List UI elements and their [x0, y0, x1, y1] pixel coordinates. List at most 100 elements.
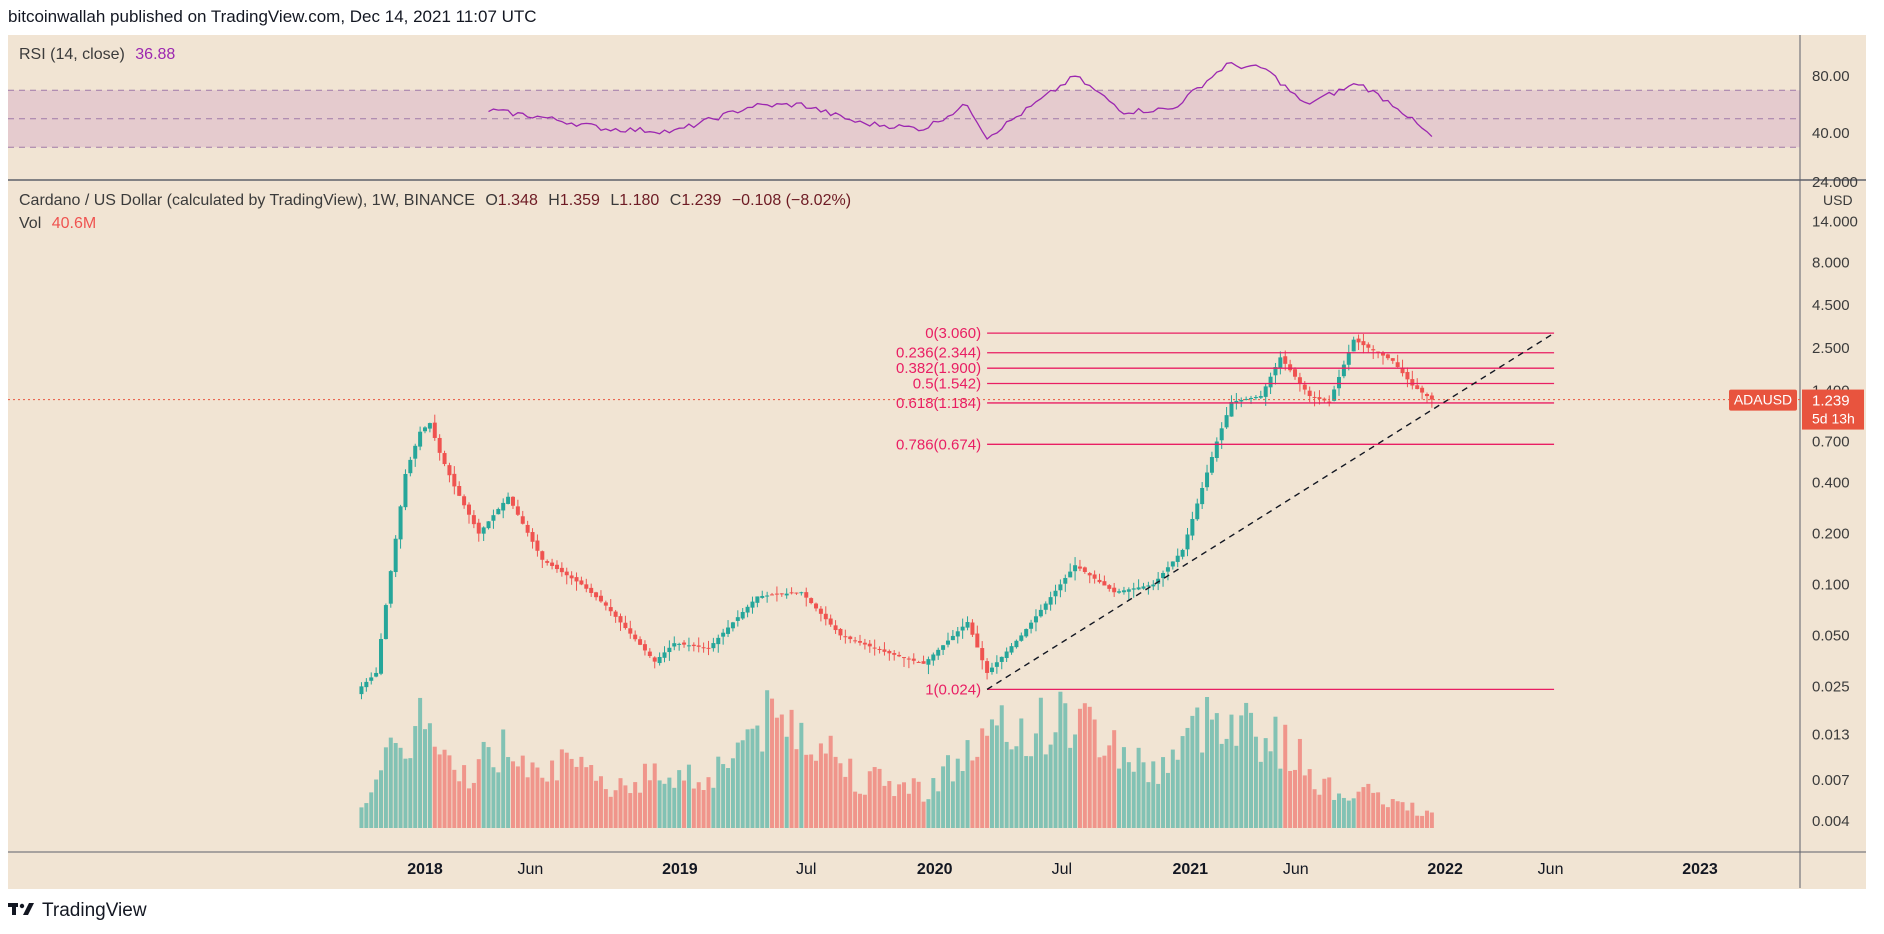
volume-bar [926, 799, 931, 828]
open-number: 1.348 [497, 192, 538, 209]
volume-bar [828, 735, 833, 828]
volume-bar [1048, 744, 1053, 828]
volume-bar [481, 741, 486, 828]
candle-body [1126, 589, 1131, 592]
candle-body [520, 516, 525, 524]
volume-bar [1395, 801, 1400, 828]
volume-bar [1033, 733, 1038, 828]
candle-body [413, 445, 418, 459]
volume-bar [398, 747, 403, 828]
symbol-title[interactable]: Cardano / US Dollar (calculated by Tradi… [19, 192, 475, 209]
volume-bar [672, 787, 677, 828]
candle-body [1073, 565, 1078, 572]
candle-body [843, 636, 848, 638]
candle-body [950, 635, 955, 641]
last-price-value: 1.239 [1812, 393, 1850, 410]
tradingview-footer[interactable]: TradingView [8, 900, 147, 922]
volume-bar [1131, 771, 1136, 828]
volume-bar [716, 756, 721, 828]
candle-body [838, 628, 843, 636]
candle-body [476, 522, 481, 534]
volume-bar [838, 763, 843, 828]
volume-bar [1146, 782, 1151, 828]
volume-bar [1273, 716, 1278, 828]
candle-body [1346, 352, 1351, 365]
volume-bar [1175, 759, 1180, 828]
candle-body [994, 662, 999, 667]
candle-body [1356, 338, 1361, 343]
close-number: 1.239 [681, 192, 722, 209]
volume-bar [980, 728, 985, 828]
candle-body [706, 647, 711, 649]
candle-body [877, 648, 882, 651]
volume-bar [1180, 736, 1185, 828]
candle-body [999, 656, 1004, 662]
candle-body [613, 611, 618, 617]
volume-bar [843, 776, 848, 828]
volume-bar [882, 785, 887, 828]
volume-bar [667, 777, 672, 828]
candle-body [794, 592, 799, 594]
candle-body [858, 641, 863, 643]
low-label: L [610, 192, 620, 209]
candle-body [735, 617, 740, 621]
candle-body [818, 608, 823, 614]
volume-bar [1390, 799, 1395, 828]
volume-bar [584, 767, 589, 828]
volume-bar [594, 780, 599, 828]
time-tick-label: 2023 [1682, 861, 1718, 878]
volume-bar [1151, 761, 1156, 828]
volume-bar [765, 690, 770, 828]
candle-body [545, 561, 550, 563]
candle-body [437, 437, 442, 453]
volume-bar [1024, 756, 1029, 828]
price-tick-label: 0.400 [1812, 475, 1850, 492]
candle-body [921, 661, 926, 664]
candle-body [975, 633, 980, 648]
volume-bar [887, 781, 892, 828]
volume-bar [1121, 747, 1126, 828]
volume-bar [1337, 793, 1342, 828]
candle-body [496, 509, 501, 515]
candle-body [1087, 573, 1092, 576]
open-label: O [485, 192, 498, 209]
candle-body [765, 595, 770, 597]
volume-bar [540, 777, 545, 828]
price-tick-label: 24.000 [1812, 174, 1858, 191]
candle-body [960, 626, 965, 631]
candle-body [936, 649, 941, 656]
volume-bar [950, 781, 955, 828]
time-tick-label: 2019 [662, 861, 698, 878]
candle-body [686, 645, 691, 647]
volume-bar [1283, 724, 1288, 828]
volume-bar [1205, 697, 1210, 828]
volume-bar [496, 772, 501, 828]
candle-body [740, 611, 745, 619]
volume-bar [906, 793, 911, 828]
candle-body [1351, 339, 1356, 352]
close-label: C [669, 192, 682, 209]
volume-bar [740, 740, 745, 828]
volume-bar [501, 729, 506, 828]
candle-body [867, 643, 872, 647]
volume-bar [1405, 810, 1410, 828]
volume-bar [970, 760, 975, 828]
candle-body [1068, 571, 1073, 578]
candle-body [677, 643, 682, 645]
volume-bar [1156, 783, 1161, 828]
volume-bar [789, 709, 794, 828]
candle-body [1224, 415, 1229, 428]
volume-bar [1185, 727, 1190, 828]
volume-bar [569, 758, 574, 828]
candle-body [369, 677, 374, 681]
volume-bar [960, 771, 965, 828]
chart-panel[interactable] [8, 35, 1866, 889]
volume-bar [554, 780, 559, 828]
candle-body [564, 571, 569, 576]
candle-body [501, 502, 506, 511]
volume-bar [1219, 743, 1224, 828]
volume-bar [1297, 738, 1302, 828]
candle-body [525, 524, 530, 533]
volume-bar [628, 793, 633, 828]
